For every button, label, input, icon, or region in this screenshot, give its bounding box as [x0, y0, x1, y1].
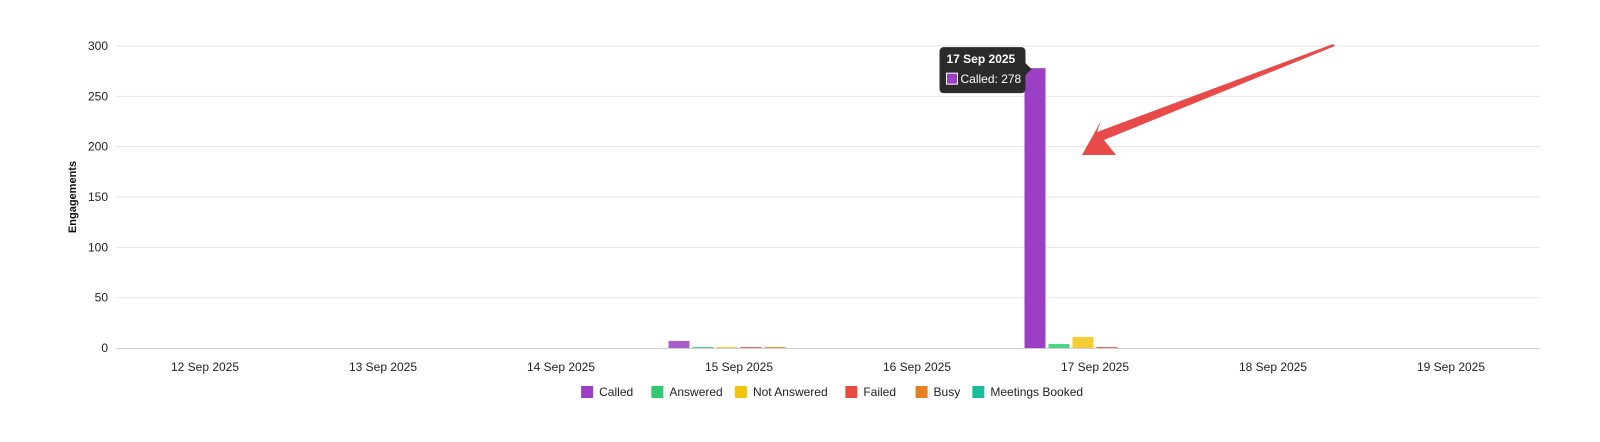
gridlines — [116, 45, 1540, 299]
x-tick-label: 13 Sep 2025 — [349, 360, 417, 374]
y-tick-label: 0 — [101, 341, 108, 355]
bar-called[interactable] — [1024, 68, 1046, 348]
bar-answered[interactable] — [692, 346, 714, 348]
bar-called[interactable] — [668, 340, 690, 348]
x-tick-label: 17 Sep 2025 — [1061, 360, 1129, 374]
tooltip-pointer — [1025, 63, 1032, 76]
x-tick-label: 16 Sep 2025 — [883, 360, 951, 374]
bar-not-answered[interactable] — [716, 346, 738, 348]
x-tick-label: 14 Sep 2025 — [527, 360, 595, 374]
legend-label[interactable]: Meetings Booked — [990, 385, 1083, 399]
y-tick-label: 200 — [88, 140, 108, 154]
tooltip-swatch — [946, 72, 958, 85]
bar-busy[interactable] — [764, 347, 786, 348]
legend-label[interactable]: Not Answered — [753, 385, 828, 399]
x-tick-label: 18 Sep 2025 — [1239, 360, 1307, 374]
y-tick-label: 300 — [88, 39, 108, 53]
legend-label[interactable]: Answered — [669, 385, 722, 399]
x-tick-label: 12 Sep 2025 — [171, 360, 239, 374]
legend-swatch — [915, 386, 928, 398]
legend-label[interactable]: Failed — [863, 385, 896, 399]
legend-swatch — [651, 386, 664, 398]
bar-answered[interactable] — [1048, 343, 1070, 348]
legend-label[interactable]: Called — [599, 385, 633, 399]
tooltip: 17 Sep 2025 Called: 278 — [939, 47, 1032, 94]
annotation-arrow-shape — [1082, 44, 1335, 155]
tooltip-text: Called: 278 — [961, 72, 1022, 86]
bar-not-answered[interactable] — [1072, 336, 1094, 348]
legend-swatch — [845, 386, 858, 398]
y-tick-label: 150 — [88, 190, 108, 204]
y-tick-label: 100 — [88, 240, 108, 254]
y-axis-ticks: 0 50 100 150 200 250 300 — [88, 39, 108, 355]
legend-swatch — [972, 386, 985, 398]
legend-label[interactable]: Busy — [934, 385, 961, 399]
tooltip-title: 17 Sep 2025 — [947, 52, 1016, 66]
legend-swatch — [734, 386, 747, 398]
bar-failed[interactable] — [1096, 346, 1118, 348]
annotation-arrow — [1082, 44, 1335, 155]
legend: Called Answered Not Answered Failed Busy Meet… — [581, 385, 1083, 399]
tooltip-box — [939, 47, 1026, 94]
bar-failed[interactable] — [740, 346, 762, 348]
x-axis-ticks: 12 Sep 2025 13 Sep 2025 14 Sep 2025 15 Sep … — [171, 360, 1485, 374]
y-axis-title: Engagements — [67, 161, 79, 233]
legend-swatch — [581, 386, 594, 398]
bars — [668, 68, 1118, 348]
x-tick-label: 19 Sep 2025 — [1417, 360, 1485, 374]
y-tick-label: 50 — [95, 291, 109, 305]
y-tick-label: 250 — [88, 89, 108, 103]
x-tick-label: 15 Sep 2025 — [705, 360, 773, 374]
